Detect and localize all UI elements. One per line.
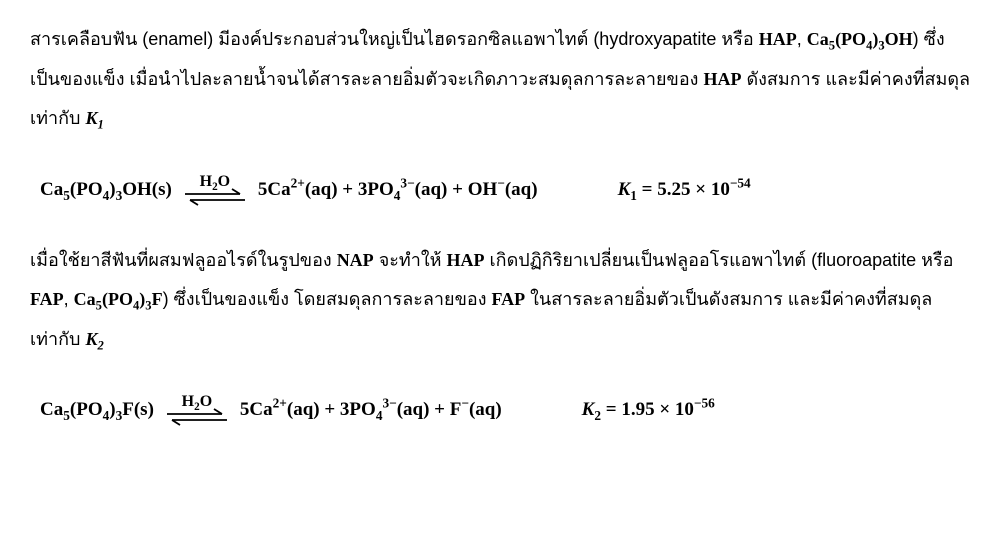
hap-oh: OH <box>885 29 913 49</box>
k2-sub: 2 <box>97 338 103 352</box>
equation-1: Ca5(PO4)3OH(s) H2O 5Ca2+(aq) + 3PO43−(aq… <box>40 169 973 211</box>
eq1-ohs: OH(s) <box>122 179 172 200</box>
eq2-kletter: K <box>582 399 595 420</box>
eq1-kexp: −54 <box>730 175 751 190</box>
k1-inline: K1 <box>85 108 103 128</box>
eq2-kexp: −56 <box>694 396 715 411</box>
equilibrium-arrow-icon <box>180 188 250 206</box>
eq1-ksub: 1 <box>630 188 637 203</box>
eq1-kletter: K <box>618 179 631 200</box>
p2-text-b: เกิดปฏิกิริยาเปลี่ยนเป็นฟลูออโรแอพาไทต์ … <box>485 250 954 270</box>
eq1-ch3: − <box>497 175 505 190</box>
fap-abbr-1: FAP <box>30 289 64 309</box>
eq2-ch2: 3− <box>382 396 396 411</box>
eq1-k-value: K1 = 5.25 × 10−54 <box>618 169 751 211</box>
paragraph-1: สารเคลือบฟัน (enamel) มีองค์ประกอบส่วนให… <box>30 20 973 139</box>
eq1-left: Ca5(PO4)3OH(s) H2O 5Ca2+(aq) + 3PO43−(aq… <box>40 169 538 211</box>
eq2-aq1: (aq) + 3PO <box>287 399 376 420</box>
paragraph-2: เมื่อใช้ยาสีฟันที่ผสมฟลูออไรด์ในรูปของ N… <box>30 241 973 360</box>
eq1-ch2: 3− <box>400 175 414 190</box>
eq1-keq: = 5.25 × 10 <box>637 179 730 200</box>
eq2-aq3: (aq) <box>469 399 502 420</box>
eq2-lhs: Ca5(PO4)3F(s) <box>40 389 154 431</box>
eq1-po: (PO <box>70 179 103 200</box>
p2-comma2: , <box>64 289 74 309</box>
eq2-po: (PO <box>70 399 103 420</box>
eq2-arrow: H2O <box>162 394 232 426</box>
eq1-aq1: (aq) + 3PO <box>305 179 394 200</box>
k2-letter: K <box>85 329 97 349</box>
k1-letter: K <box>85 108 97 128</box>
eq2-5ca: 5Ca <box>240 399 273 420</box>
eq2-ch3: − <box>461 396 469 411</box>
hap-formula: Ca5(PO4)3OH <box>807 29 913 49</box>
p1-comma: , <box>797 29 802 49</box>
eq2-rhs: 5Ca2+(aq) + 3PO43−(aq) + F−(aq) <box>240 389 502 431</box>
p1-text-a: สารเคลือบฟัน (enamel) มีองค์ประกอบส่วนให… <box>30 29 759 49</box>
eq1-sub5: 5 <box>63 188 70 203</box>
fap-formula: Ca5(PO4)3F <box>74 289 163 309</box>
fap-abbr-2: FAP <box>491 289 525 309</box>
equilibrium-arrow-icon <box>162 408 232 426</box>
fap-ca: Ca <box>74 289 96 309</box>
fap-po: (PO <box>102 289 133 309</box>
eq1-ch1: 2+ <box>291 175 305 190</box>
eq2-fs: F(s) <box>122 399 154 420</box>
hap-abbr-1: HAP <box>759 29 797 49</box>
eq1-5ca: 5Ca <box>258 179 291 200</box>
eq1-lhs: Ca5(PO4)3OH(s) <box>40 169 172 211</box>
eq2-sub5: 5 <box>63 408 70 423</box>
eq2-aq2: (aq) + F <box>397 399 462 420</box>
p2-text-d: ) ซึ่งเป็นของแข็ง โดยสมดุลการละลายของ <box>163 289 492 309</box>
eq1-ca: Ca <box>40 179 63 200</box>
equation-2: Ca5(PO4)3F(s) H2O 5Ca2+(aq) + 3PO43−(aq)… <box>40 389 973 431</box>
eq2-keq: = 1.95 × 10 <box>601 399 694 420</box>
eq1-rhs: 5Ca2+(aq) + 3PO43−(aq) + OH−(aq) <box>258 169 538 211</box>
p2-text-a2: จะทำให้ <box>374 250 447 270</box>
hap-abbr-2: HAP <box>703 69 741 89</box>
eq2-left: Ca5(PO4)3F(s) H2O 5Ca2+(aq) + 3PO43−(aq)… <box>40 389 502 431</box>
hap-po: (PO <box>835 29 866 49</box>
eq2-ca: Ca <box>40 399 63 420</box>
eq1-aq2: (aq) + OH <box>415 179 498 200</box>
k1-sub: 1 <box>97 118 103 132</box>
k2-inline: K2 <box>85 329 103 349</box>
fap-f: F <box>152 289 163 309</box>
hap-abbr-3: HAP <box>447 250 485 270</box>
eq1-aq3: (aq) <box>505 179 538 200</box>
nap-abbr: NAP <box>337 250 374 270</box>
eq2-k-value: K2 = 1.95 × 10−56 <box>582 389 715 431</box>
p2-text-a: เมื่อใช้ยาสีฟันที่ผสมฟลูออไรด์ในรูปของ <box>30 250 337 270</box>
eq1-arrow: H2O <box>180 174 250 206</box>
hap-ca: Ca <box>807 29 829 49</box>
eq2-ch1: 2+ <box>273 396 287 411</box>
